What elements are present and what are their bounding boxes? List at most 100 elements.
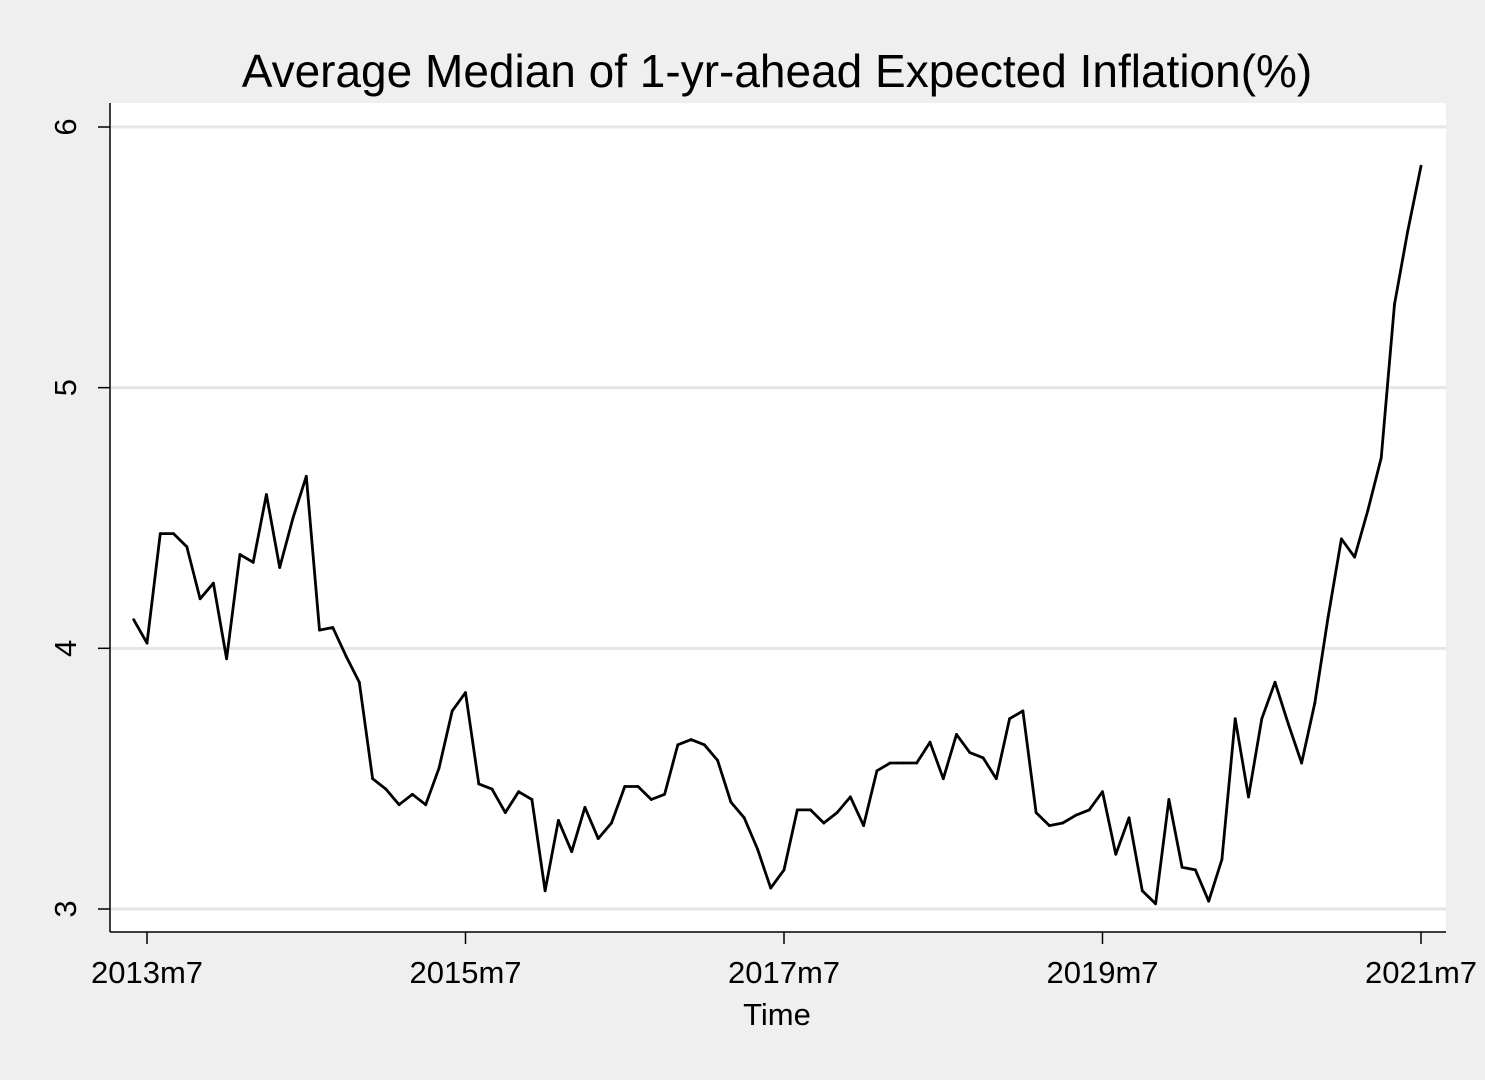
data-point — [1273, 680, 1277, 684]
data-points — [132, 164, 1423, 906]
data-point — [464, 691, 467, 695]
data-point — [915, 761, 919, 765]
data-point — [795, 808, 799, 812]
data-point — [1180, 865, 1184, 869]
data-point — [1193, 868, 1197, 872]
data-point — [371, 777, 375, 781]
data-point — [570, 850, 574, 854]
data-point — [822, 821, 826, 825]
data-point — [888, 761, 892, 765]
data-point — [941, 777, 945, 781]
data-point — [1313, 701, 1317, 705]
data-point — [1353, 555, 1357, 559]
data-point — [702, 743, 706, 747]
x-tick-label: 2013m7 — [91, 955, 203, 990]
data-point — [742, 816, 746, 820]
data-point — [689, 738, 693, 741]
data-point — [278, 566, 282, 569]
data-point — [955, 732, 958, 736]
data-point — [1220, 858, 1224, 861]
x-tick-label: 2015m7 — [409, 955, 521, 990]
data-point — [809, 808, 812, 812]
data-point — [132, 618, 136, 622]
data-point — [1339, 537, 1343, 541]
data-point — [517, 790, 520, 794]
data-point — [251, 560, 255, 564]
data-point — [1021, 709, 1025, 713]
data-point — [1154, 902, 1157, 906]
data-point — [1008, 717, 1012, 721]
x-axis-ticks: 2013m7 2015m7 2017m7 2019m7 2021m7 — [91, 932, 1477, 990]
data-point — [610, 821, 613, 825]
data-point — [782, 868, 786, 872]
data-point — [145, 641, 149, 645]
data-point — [1326, 615, 1330, 619]
data-point — [1419, 164, 1423, 168]
data-point — [968, 751, 972, 754]
data-point — [1114, 852, 1118, 856]
data-point — [304, 474, 308, 478]
data-point — [265, 493, 268, 496]
data-point — [437, 766, 441, 770]
data-point — [875, 769, 879, 773]
data-point — [1393, 302, 1396, 306]
x-axis-label: Time — [743, 997, 811, 1032]
data-point — [623, 785, 627, 788]
data-point — [729, 800, 733, 804]
data-point — [835, 811, 839, 814]
data-point — [1247, 795, 1250, 799]
data-point — [981, 756, 985, 760]
y-tick-label: 5 — [48, 379, 83, 396]
data-point — [1406, 229, 1410, 233]
data-point — [211, 581, 215, 585]
data-point — [1074, 813, 1078, 817]
data-point — [503, 811, 507, 814]
series-line — [132, 165, 1423, 906]
data-point — [583, 805, 587, 809]
data-point — [477, 782, 481, 786]
data-point — [1140, 889, 1144, 893]
data-point — [756, 847, 759, 851]
data-point — [450, 709, 454, 713]
data-point — [490, 787, 494, 791]
data-point — [158, 532, 162, 536]
data-point — [663, 792, 666, 796]
data-point — [225, 657, 229, 661]
data-point — [1286, 722, 1290, 726]
data-point — [331, 626, 335, 629]
x-tick-label: 2021m7 — [1365, 955, 1477, 990]
data-point — [1379, 456, 1383, 460]
data-point — [1101, 790, 1104, 794]
data-point — [716, 759, 720, 762]
y-axis-ticks: 3 4 5 6 — [48, 118, 110, 918]
data-point — [769, 886, 773, 890]
data-point — [1366, 508, 1370, 512]
data-point — [238, 553, 242, 556]
plot-area — [110, 103, 1446, 932]
data-point — [1207, 899, 1211, 903]
data-point — [318, 628, 321, 632]
data-point — [1034, 811, 1038, 814]
data-point — [1127, 816, 1131, 820]
data-point — [649, 798, 653, 801]
y-tick-label: 3 — [48, 900, 83, 917]
y-tick-label: 4 — [48, 640, 83, 657]
data-point — [198, 597, 202, 601]
data-point — [397, 803, 401, 807]
x-tick-label: 2019m7 — [1046, 955, 1158, 990]
data-point — [1300, 761, 1303, 765]
data-point — [185, 545, 189, 549]
data-point — [1087, 808, 1091, 812]
data-point — [1048, 824, 1051, 827]
data-point — [1233, 717, 1237, 721]
x-tick-label: 2017m7 — [728, 955, 840, 990]
data-point — [1167, 798, 1171, 801]
data-point — [848, 795, 852, 799]
data-point — [1260, 717, 1264, 721]
data-point — [411, 792, 414, 796]
data-point — [291, 516, 295, 520]
data-point — [928, 740, 932, 744]
gridlines — [110, 125, 1446, 911]
data-point — [862, 824, 866, 827]
